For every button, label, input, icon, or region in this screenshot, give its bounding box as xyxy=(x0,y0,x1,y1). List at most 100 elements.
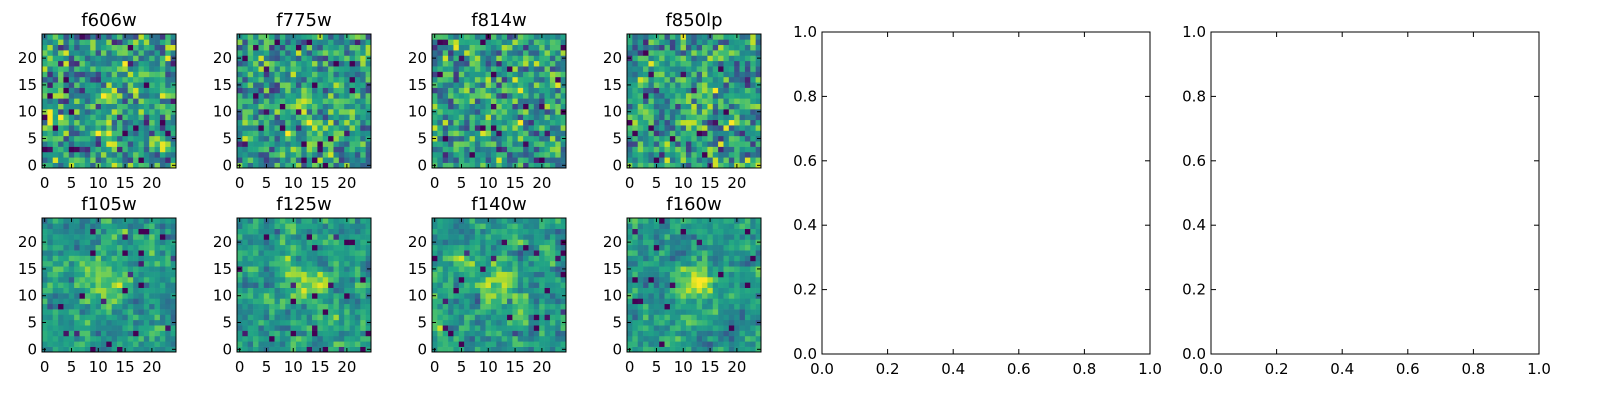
heatmap-cell xyxy=(100,157,107,163)
heatmap-cell xyxy=(290,234,297,240)
heatmap-cell xyxy=(496,76,502,83)
heatmap-cell xyxy=(111,341,118,347)
heatmap-cell xyxy=(528,82,535,88)
heatmap-cell xyxy=(338,239,345,246)
heatmap-cell xyxy=(555,60,561,67)
heatmap-cell xyxy=(702,303,708,310)
heatmap-cell xyxy=(437,76,444,83)
heatmap-cell xyxy=(122,309,129,315)
heatmap-cell xyxy=(63,87,70,94)
heatmap-cell xyxy=(47,119,54,126)
heatmap-cell xyxy=(365,92,372,99)
heatmap-cell xyxy=(555,130,561,137)
heatmap-cell xyxy=(63,271,70,278)
heatmap-cell xyxy=(712,98,719,104)
heatmap-cell xyxy=(237,39,243,46)
panel-title: f606w xyxy=(81,10,136,31)
heatmap-cell xyxy=(702,314,708,321)
heatmap-cell xyxy=(480,260,486,267)
heatmap-cell xyxy=(533,250,540,256)
heatmap-cell xyxy=(718,141,724,147)
heatmap-cell xyxy=(512,282,519,288)
heatmap-cell xyxy=(718,76,724,83)
x-tick-label: 0 xyxy=(625,174,635,192)
heatmap-cell xyxy=(469,330,476,337)
heatmap-cell xyxy=(143,60,150,67)
heatmap-cell xyxy=(739,282,746,288)
heatmap-cell xyxy=(269,244,275,251)
heatmap-cell xyxy=(469,346,476,353)
heatmap-cell xyxy=(349,92,356,99)
heatmap-cell xyxy=(154,335,161,342)
heatmap-cell xyxy=(301,228,307,235)
heatmap-cell xyxy=(523,103,529,110)
heatmap-cell xyxy=(442,141,449,147)
heatmap-cell xyxy=(696,60,703,67)
heatmap-cell xyxy=(739,309,746,315)
heatmap-cell xyxy=(84,287,91,294)
heatmap-cell xyxy=(712,319,719,326)
heatmap-cell xyxy=(696,135,703,142)
heatmap-cell xyxy=(127,114,134,121)
heatmap-cell xyxy=(490,244,497,251)
heatmap-cell xyxy=(274,239,281,246)
heatmap-cell xyxy=(549,260,556,267)
heatmap-cell xyxy=(523,341,529,347)
heatmap-cell xyxy=(79,119,86,126)
heatmap-cell xyxy=(74,103,80,110)
heatmap-cell xyxy=(528,293,535,299)
heatmap-cell xyxy=(138,346,145,353)
heatmap-cell xyxy=(659,125,665,131)
heatmap-cell xyxy=(750,309,756,315)
heatmap-cell xyxy=(295,218,302,224)
heatmap-cell xyxy=(464,287,470,294)
heatmap-cell xyxy=(263,66,270,72)
heatmap-cell xyxy=(159,92,166,99)
heatmap-cell xyxy=(533,141,540,147)
heatmap-cell xyxy=(285,325,291,331)
heatmap-cell xyxy=(79,34,86,40)
heatmap-cell xyxy=(474,218,481,224)
heatmap-cell xyxy=(560,271,567,278)
heatmap-cell xyxy=(100,319,107,326)
heatmap-cell xyxy=(133,119,139,126)
heatmap-cell xyxy=(718,287,724,294)
heatmap-cell xyxy=(365,103,372,110)
heatmap-cell xyxy=(133,266,139,272)
heatmap-cell xyxy=(138,260,145,267)
heatmap-cell xyxy=(117,60,123,67)
heatmap-cell xyxy=(523,162,529,169)
heatmap-cell xyxy=(301,60,307,67)
heatmap-cell xyxy=(322,44,329,51)
heatmap-cell xyxy=(117,218,123,224)
heatmap-cell xyxy=(528,130,535,137)
heatmap-cell xyxy=(464,244,470,251)
heatmap-cell xyxy=(643,119,649,126)
heatmap-cell xyxy=(734,287,740,294)
heatmap-cell xyxy=(58,87,64,94)
heatmap-cell xyxy=(100,119,107,126)
heatmap-cell xyxy=(442,325,449,331)
heatmap-cell xyxy=(285,234,291,240)
heatmap-cell xyxy=(312,250,318,256)
heatmap-cell xyxy=(312,114,318,121)
heatmap-cell xyxy=(365,314,372,321)
heatmap-cell xyxy=(691,60,697,67)
heatmap-cell xyxy=(728,109,735,115)
heatmap-cell xyxy=(154,141,161,147)
heatmap-cell xyxy=(79,50,86,56)
heatmap-cell xyxy=(744,50,751,56)
heatmap-cell xyxy=(165,287,171,294)
heatmap-cell xyxy=(349,39,356,46)
heatmap-cell xyxy=(253,255,259,262)
heatmap-cell xyxy=(312,228,318,235)
heatmap-cell xyxy=(127,109,134,115)
heatmap-cell xyxy=(58,135,64,142)
heatmap-cell xyxy=(74,234,80,240)
heatmap-cell xyxy=(496,228,502,235)
heatmap-cell xyxy=(58,282,64,288)
heatmap-cell xyxy=(696,87,703,94)
heatmap-cell xyxy=(448,125,454,131)
heatmap-cell xyxy=(100,60,107,67)
